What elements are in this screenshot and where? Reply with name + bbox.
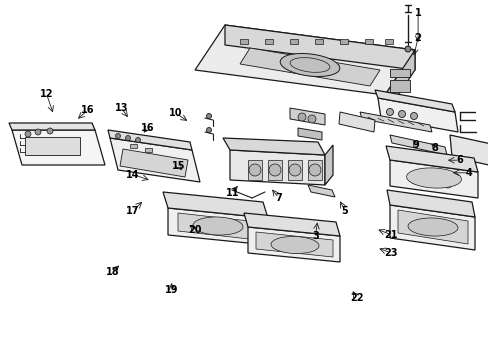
Bar — [240, 39, 247, 44]
Text: 21: 21 — [384, 230, 397, 240]
Circle shape — [297, 113, 305, 121]
Bar — [389, 69, 409, 77]
Polygon shape — [338, 112, 374, 132]
Text: 2: 2 — [414, 33, 421, 43]
Polygon shape — [240, 48, 379, 86]
Circle shape — [288, 164, 301, 176]
Polygon shape — [384, 50, 414, 115]
Text: 5: 5 — [341, 206, 347, 216]
Ellipse shape — [270, 237, 318, 253]
Bar — [25, 137, 80, 155]
Text: 17: 17 — [126, 206, 140, 216]
Polygon shape — [163, 192, 267, 218]
Polygon shape — [385, 146, 477, 172]
Text: 9: 9 — [411, 140, 418, 150]
Ellipse shape — [407, 218, 457, 236]
Polygon shape — [120, 149, 187, 177]
Polygon shape — [244, 213, 339, 236]
Bar — [264, 39, 272, 44]
Text: 18: 18 — [105, 267, 119, 277]
Text: 13: 13 — [114, 103, 128, 113]
Text: 19: 19 — [165, 285, 179, 295]
Text: 16: 16 — [141, 123, 154, 133]
Text: 20: 20 — [187, 225, 201, 235]
Polygon shape — [247, 227, 339, 262]
Polygon shape — [224, 25, 414, 70]
Circle shape — [206, 113, 211, 118]
Bar — [287, 160, 302, 180]
Circle shape — [35, 129, 41, 135]
Circle shape — [398, 111, 405, 117]
Circle shape — [125, 135, 130, 140]
Circle shape — [443, 180, 451, 188]
Polygon shape — [195, 25, 414, 95]
Circle shape — [386, 108, 393, 116]
Circle shape — [268, 164, 281, 176]
Circle shape — [425, 178, 433, 186]
Polygon shape — [110, 138, 200, 182]
Text: 22: 22 — [349, 293, 363, 303]
Bar — [130, 144, 137, 148]
Circle shape — [409, 112, 417, 120]
Text: 4: 4 — [465, 168, 472, 178]
Ellipse shape — [406, 168, 461, 188]
Polygon shape — [168, 208, 267, 245]
Polygon shape — [12, 130, 105, 165]
Circle shape — [135, 138, 140, 143]
Circle shape — [404, 46, 410, 52]
Polygon shape — [178, 213, 258, 240]
Text: 6: 6 — [455, 155, 462, 165]
Bar — [364, 39, 372, 44]
Circle shape — [308, 164, 320, 176]
Bar — [339, 39, 347, 44]
Polygon shape — [256, 232, 332, 257]
Circle shape — [25, 131, 31, 137]
Text: 14: 14 — [126, 170, 140, 180]
Circle shape — [410, 176, 418, 184]
Circle shape — [248, 164, 261, 176]
Text: 1: 1 — [414, 8, 421, 18]
Text: 23: 23 — [384, 248, 397, 258]
Polygon shape — [389, 205, 474, 250]
Circle shape — [115, 134, 120, 139]
Polygon shape — [359, 112, 431, 132]
Text: 15: 15 — [171, 161, 185, 171]
Polygon shape — [325, 145, 332, 185]
Bar — [314, 39, 323, 44]
Circle shape — [47, 128, 53, 134]
Polygon shape — [391, 198, 472, 217]
Bar — [289, 39, 297, 44]
Polygon shape — [377, 98, 457, 132]
Polygon shape — [108, 130, 192, 150]
Polygon shape — [386, 190, 474, 217]
Text: 8: 8 — [431, 143, 438, 153]
Polygon shape — [449, 135, 488, 170]
Bar — [145, 148, 152, 152]
Polygon shape — [223, 138, 325, 155]
Text: 7: 7 — [275, 193, 282, 203]
Text: 12: 12 — [40, 89, 53, 99]
Ellipse shape — [280, 54, 339, 77]
Polygon shape — [397, 210, 467, 244]
Polygon shape — [389, 160, 477, 198]
Text: 3: 3 — [311, 231, 318, 241]
Polygon shape — [389, 135, 446, 155]
Text: 10: 10 — [169, 108, 183, 118]
Bar — [247, 160, 262, 180]
Circle shape — [206, 127, 211, 132]
Polygon shape — [289, 108, 325, 125]
Bar — [384, 39, 392, 44]
Ellipse shape — [193, 217, 243, 235]
Polygon shape — [9, 123, 95, 130]
Polygon shape — [307, 185, 334, 197]
Polygon shape — [374, 90, 454, 112]
Text: 11: 11 — [225, 188, 239, 198]
Polygon shape — [229, 150, 325, 185]
Circle shape — [307, 115, 315, 123]
Bar — [389, 80, 409, 92]
Bar — [307, 160, 321, 180]
Bar — [267, 160, 282, 180]
Polygon shape — [297, 128, 321, 140]
Text: 16: 16 — [81, 105, 95, 115]
